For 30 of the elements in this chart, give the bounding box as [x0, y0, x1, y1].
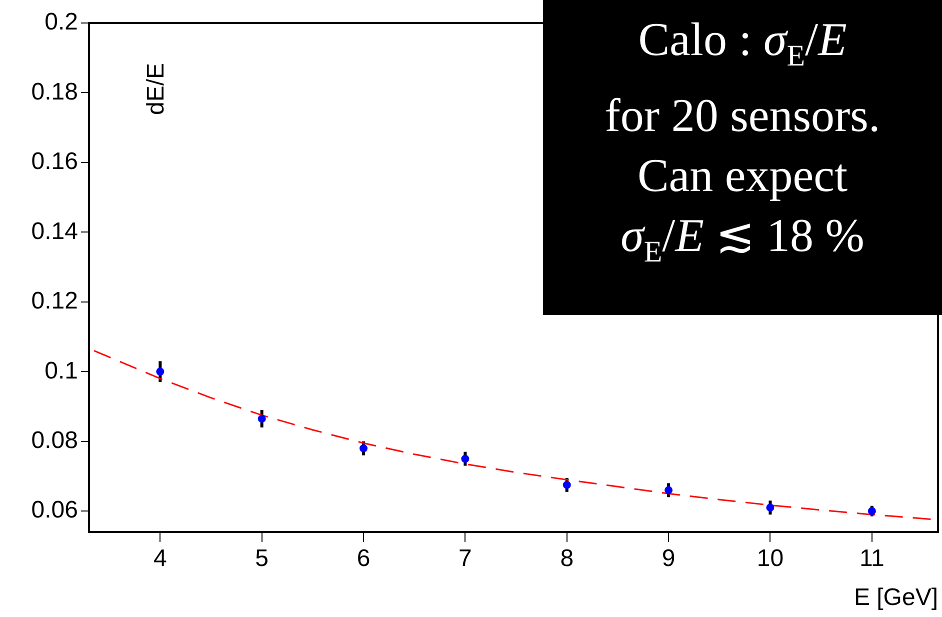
x-tick-label: 8	[560, 545, 574, 572]
annotation: Can expect	[636, 149, 849, 204]
x-tick-label: 10	[756, 545, 784, 572]
y-tick-label: 0.1	[44, 357, 78, 384]
y-tick-label: 0.2	[44, 8, 78, 36]
y-tick-label: 0.08	[31, 426, 78, 454]
point	[461, 454, 470, 463]
y-tick-label: 0.06	[31, 496, 78, 524]
x-tick-label: 6	[356, 545, 370, 572]
x-tick-label: 7	[458, 545, 472, 572]
y-tick-label: 0.16	[31, 148, 78, 176]
x-tick-label: 11	[859, 545, 884, 572]
y-tick-label: 0.12	[31, 288, 78, 315]
point	[258, 414, 266, 423]
x-tick-label: 5	[255, 545, 269, 572]
x-tick-label: 4	[153, 545, 167, 572]
x-axis-title: E [GeV]	[854, 584, 938, 612]
y-tick-label: 0.18	[31, 78, 78, 106]
point	[868, 507, 876, 516]
y-tick-label: 0.14	[31, 218, 78, 245]
y-axis-title: dE/E	[142, 63, 170, 116]
point	[360, 444, 368, 452]
annotation: for 20 sensors.	[604, 89, 882, 144]
point	[664, 486, 673, 494]
point	[766, 504, 774, 512]
x-tick-label: 9	[662, 545, 676, 572]
point	[562, 480, 571, 489]
point	[156, 368, 164, 376]
annotation: σ$_{E}$/E ≲ 18 %	[620, 209, 866, 271]
annotation: Calo : σ$_{E}$/E	[637, 13, 848, 74]
